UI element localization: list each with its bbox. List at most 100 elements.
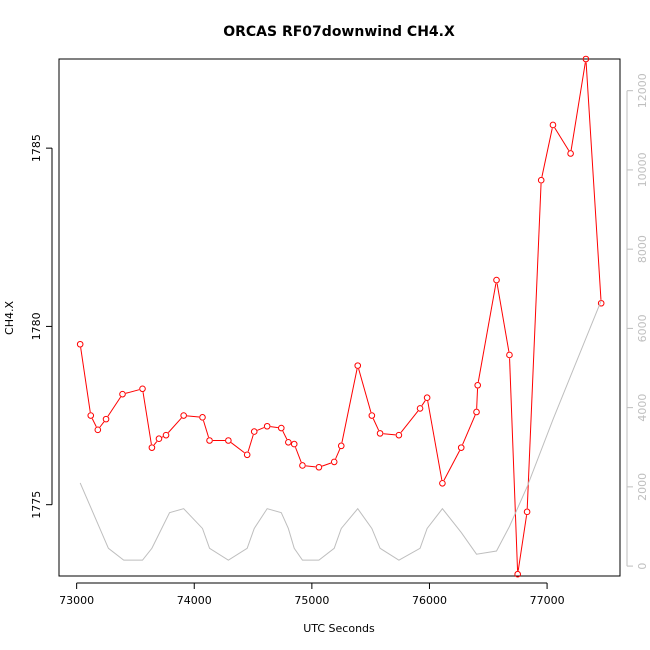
- series-0-segment: [230, 442, 245, 454]
- series-0-segment: [270, 426, 278, 429]
- series-0-point: [474, 381, 481, 389]
- series-0-segment: [427, 400, 443, 481]
- series-0-segment: [526, 183, 542, 509]
- series-0-segment: [321, 462, 332, 467]
- series-0-point: [199, 414, 206, 421]
- series-0-segment: [153, 441, 158, 446]
- series-0-point: [285, 438, 292, 446]
- y2-tick-label: 0: [636, 563, 649, 570]
- series-0-point: [162, 431, 170, 439]
- series-0-segment: [167, 417, 182, 433]
- plot-frame: [58, 58, 621, 577]
- series-0-point: [337, 442, 345, 450]
- series-0-point: [457, 444, 465, 451]
- series-0-point: [549, 121, 557, 129]
- series-0-point: [94, 426, 102, 434]
- series-0-segment: [541, 128, 553, 178]
- series-layer: [76, 55, 605, 578]
- y-tick-label: 1780: [30, 312, 43, 340]
- series-0-point: [299, 462, 306, 469]
- series-0-point: [473, 408, 480, 416]
- series-0-segment: [383, 433, 396, 436]
- series-0-segment: [99, 421, 105, 428]
- series-0-point: [523, 508, 531, 516]
- series-0-segment: [570, 62, 586, 151]
- series-0-point: [493, 276, 500, 284]
- series-0-point: [368, 412, 376, 419]
- series-0-point: [423, 394, 431, 402]
- y-axis-label: CH4.X: [3, 301, 16, 335]
- x-axis-label: UTC Seconds: [303, 622, 375, 635]
- y-tick-label: 1775: [30, 491, 43, 519]
- y2-tick-label: 2000: [636, 473, 649, 501]
- series-0-segment: [305, 465, 316, 468]
- series-0-segment: [91, 418, 97, 427]
- series-0-segment: [142, 392, 152, 445]
- y2-tick-label: 8000: [636, 235, 649, 263]
- series-0-segment: [341, 368, 358, 443]
- series-0-point: [76, 340, 84, 348]
- series-0-segment: [372, 418, 380, 431]
- series-0-point: [416, 405, 424, 412]
- series-1-line: [79, 300, 602, 561]
- series-0-point: [87, 412, 95, 419]
- y2-tick-label: 4000: [636, 394, 649, 422]
- y-tick-label: 1785: [30, 134, 43, 162]
- series-0-point: [148, 444, 156, 451]
- series-0-point: [354, 362, 362, 369]
- x-tick-label: 77000: [530, 594, 565, 607]
- y-axis: 1775 1780 1785: [30, 134, 53, 519]
- series-0-point: [597, 299, 605, 307]
- series-0-point: [290, 440, 298, 448]
- series-0-segment: [257, 427, 265, 431]
- series-0-point: [180, 412, 187, 419]
- series-0-segment: [335, 448, 341, 459]
- y2-tick-label: 10000: [636, 152, 649, 187]
- x-axis: 73000 74000 75000 76000 77000: [59, 582, 565, 607]
- series-0-point: [582, 55, 590, 63]
- series-0-segment: [585, 62, 602, 300]
- series-0-point: [439, 479, 446, 487]
- series-0-point: [119, 390, 126, 398]
- y2-tick-label: 6000: [636, 314, 649, 342]
- y2-axis: 0 2000 4000 6000 8000 10000 12000: [626, 73, 649, 570]
- series-0-point: [514, 570, 521, 578]
- series-0-point: [139, 385, 146, 393]
- series-0-point: [225, 437, 232, 444]
- x-tick-label: 74000: [177, 594, 212, 607]
- series-0-segment: [477, 283, 497, 382]
- series-0-point: [243, 451, 251, 459]
- series-0-point: [250, 428, 258, 435]
- series-0-point: [263, 422, 271, 430]
- series-0-segment: [421, 400, 426, 406]
- series-0-point: [155, 435, 163, 443]
- x-tick-label: 73000: [59, 594, 94, 607]
- series-0-segment: [294, 447, 302, 463]
- series-0-segment: [443, 450, 461, 481]
- series-0-point: [395, 431, 403, 439]
- series-0-segment: [462, 414, 476, 445]
- series-0-point: [537, 176, 545, 184]
- series-0-segment: [476, 388, 479, 409]
- x-tick-label: 76000: [412, 594, 447, 607]
- series-0-point: [206, 437, 213, 444]
- series-0-segment: [554, 127, 570, 151]
- series-0-segment: [282, 430, 288, 440]
- y2-tick-label: 12000: [636, 73, 649, 108]
- series-0-segment: [358, 368, 372, 413]
- series-0-point: [102, 415, 110, 423]
- series-0-segment: [247, 434, 254, 452]
- series-0-point: [277, 424, 285, 432]
- x-tick-label: 75000: [294, 594, 329, 607]
- series-0-segment: [400, 410, 419, 433]
- series-0-segment: [187, 415, 200, 418]
- series-0-segment: [509, 358, 519, 571]
- series-0-point: [567, 150, 574, 157]
- series-0-point: [376, 430, 384, 437]
- chart-title: ORCAS RF07downwind CH4.X: [223, 24, 455, 40]
- series-0-segment: [517, 515, 528, 571]
- series-0-segment: [80, 347, 91, 413]
- series-0-segment: [125, 389, 140, 394]
- series-0-point: [315, 463, 323, 471]
